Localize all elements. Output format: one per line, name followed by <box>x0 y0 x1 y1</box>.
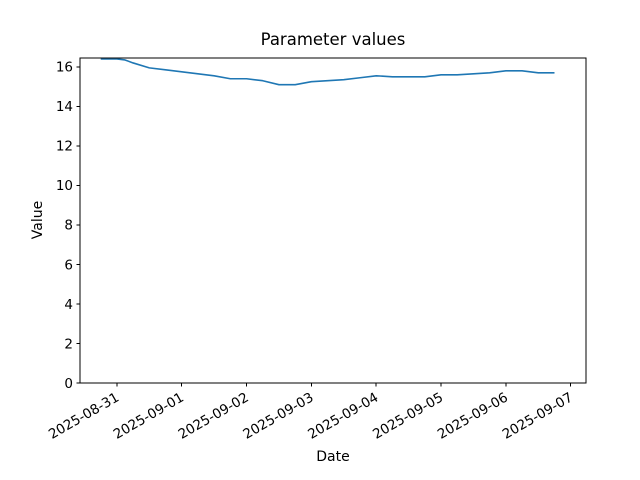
x-tick-label: 2025-09-01 <box>111 390 187 443</box>
y-tick-label: 10 <box>56 178 73 194</box>
plot-area <box>80 58 586 383</box>
y-tick-label: 8 <box>64 218 73 234</box>
x-tick-label: 2025-09-02 <box>176 390 252 443</box>
y-tick-label: 12 <box>56 139 73 155</box>
data-line <box>100 58 555 86</box>
y-tick-label: 14 <box>56 99 73 115</box>
x-tick-label: 2025-08-31 <box>46 390 122 443</box>
y-tick-label: 4 <box>64 297 73 313</box>
y-axis-ticks: 0 2 4 6 8 10 12 14 16 <box>56 60 80 392</box>
chart-title: Parameter values <box>261 30 406 49</box>
y-tick-label: 16 <box>56 60 73 76</box>
x-axis-label: Date <box>316 449 349 465</box>
x-tick-label: 2025-09-04 <box>305 390 381 443</box>
y-axis-label: Value <box>30 201 46 239</box>
x-axis-ticks: 2025-08-312025-09-012025-09-022025-09-03… <box>46 383 576 443</box>
x-tick-label: 2025-09-06 <box>435 390 511 443</box>
y-tick-label: 2 <box>64 336 73 352</box>
x-tick-label: 2025-09-05 <box>370 390 446 443</box>
y-tick-label: 0 <box>64 376 73 392</box>
y-tick-label: 6 <box>64 257 73 273</box>
axes-spines <box>79 57 587 384</box>
x-tick-label: 2025-09-07 <box>500 390 576 443</box>
x-tick-label: 2025-09-03 <box>240 390 316 443</box>
